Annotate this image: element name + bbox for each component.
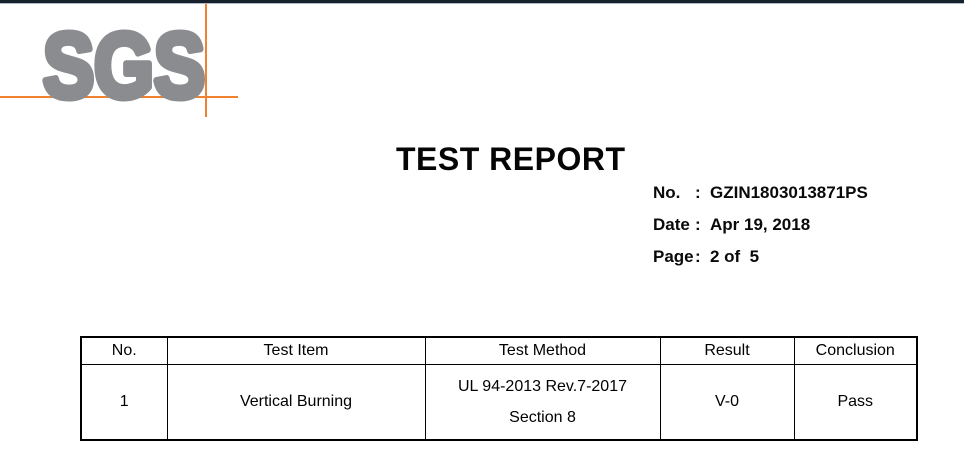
meta-label-date: Date <box>653 215 690 234</box>
meta-label-no: No. <box>653 183 681 202</box>
meta-colon: : <box>695 215 701 234</box>
sgs-logo: SGS <box>36 12 214 121</box>
report-meta: No. : GZIN1803013871PS Date : Apr 19, 20… <box>653 177 868 273</box>
results-table-header-row: No. Test Item Test Method Result Conclus… <box>80 336 918 365</box>
column-header-result: Result <box>659 336 795 365</box>
sgs-logo-text: SGS <box>43 15 205 104</box>
report-number: GZIN1803013871PS <box>710 183 868 202</box>
cell-no: 1 <box>80 363 168 441</box>
cell-test-method: UL 94-2013 Rev.7-2017 Section 8 <box>424 363 661 441</box>
meta-label-page: Page <box>653 247 694 266</box>
meta-row-page: Page : 2 of 5 <box>653 241 868 273</box>
window-top-edge-line <box>0 3 964 4</box>
meta-row-date: Date : Apr 19, 2018 <box>653 209 868 241</box>
column-header-test-method: Test Method <box>424 336 661 365</box>
meta-colon: : <box>695 247 701 266</box>
meta-colon: : <box>695 183 701 202</box>
column-header-no: No. <box>80 336 168 365</box>
table-row: 1 Vertical Burning UL 94-2013 Rev.7-2017… <box>80 363 918 441</box>
column-header-test-item: Test Item <box>166 336 426 365</box>
report-title: TEST REPORT <box>396 141 626 177</box>
crop-mark-horizontal <box>0 96 238 98</box>
test-method-line-2: Section 8 <box>509 408 576 426</box>
cell-result: V-0 <box>659 363 795 441</box>
results-table: No. Test Item Test Method Result Conclus… <box>80 336 918 441</box>
cell-test-item: Vertical Burning <box>166 363 426 441</box>
report-date: Apr 19, 2018 <box>710 215 811 234</box>
crop-mark-vertical <box>205 4 207 117</box>
window-top-edge <box>0 0 964 3</box>
cell-conclusion: Pass <box>793 363 918 441</box>
meta-row-no: No. : GZIN1803013871PS <box>653 177 868 209</box>
report-page: 2 of 5 <box>710 247 760 266</box>
column-header-conclusion: Conclusion <box>793 336 918 365</box>
test-method-line-1: UL 94-2013 Rev.7-2017 <box>458 377 627 395</box>
